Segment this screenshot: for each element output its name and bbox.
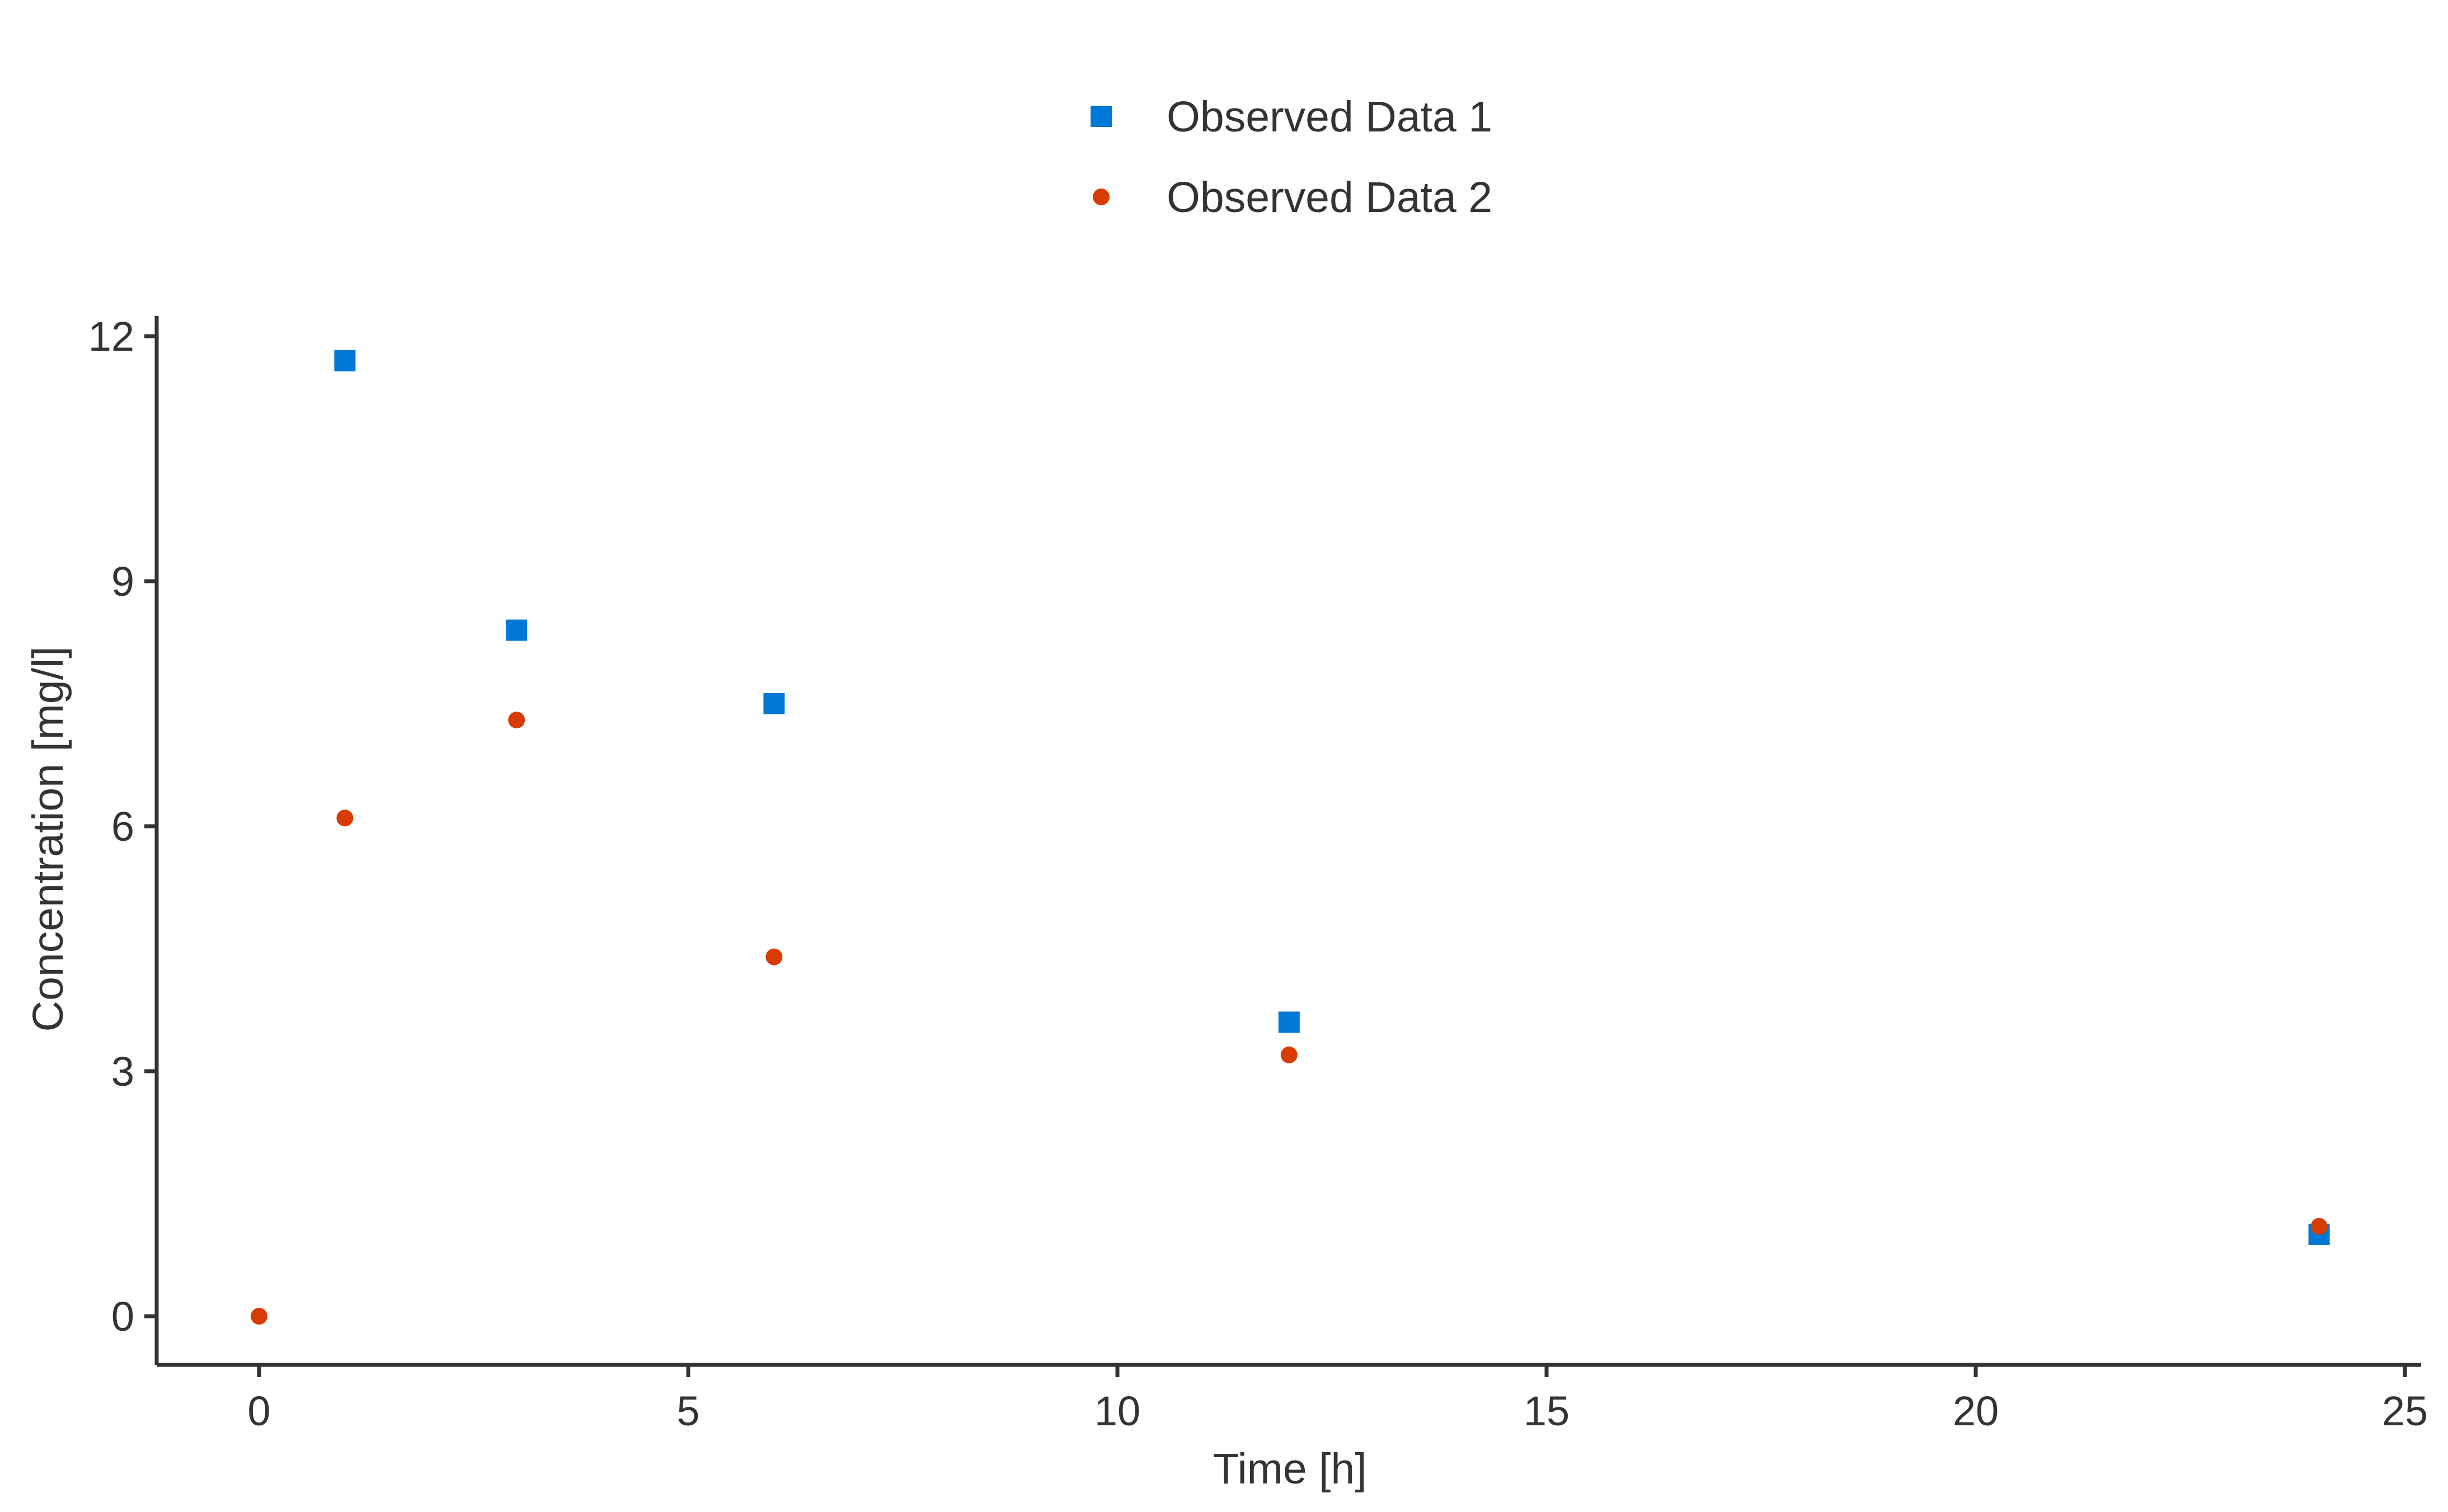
plot-area: 0 3 6 9 12 0 5 10 15 20 25 — [88, 313, 2428, 1434]
data-point — [251, 1308, 267, 1325]
x-axis-title: Time [h] — [1213, 1445, 1366, 1493]
data-point — [765, 948, 783, 965]
data-point — [336, 809, 354, 827]
y-axis-ticks: 0 3 6 9 12 — [88, 313, 157, 1340]
data-point — [506, 619, 528, 641]
y-tick-label: 0 — [111, 1293, 134, 1340]
data-point — [1278, 1011, 1300, 1033]
legend-marker — [1091, 106, 1112, 127]
x-tick-label: 15 — [1524, 1388, 1570, 1434]
y-tick-label: 9 — [111, 558, 134, 605]
legend-item-1: Observed Data 1 — [1091, 93, 1492, 141]
legend-item-2: Observed Data 2 — [1093, 173, 1492, 222]
data-point — [1280, 1046, 1298, 1063]
series-1 — [334, 350, 2330, 1245]
x-tick-label: 20 — [1953, 1388, 1999, 1434]
series-2 — [251, 712, 2328, 1325]
x-tick-label: 10 — [1094, 1388, 1140, 1434]
y-axis-title: Concentration [mg/l] — [24, 646, 72, 1031]
data-point — [2310, 1218, 2328, 1235]
data-point — [763, 693, 785, 714]
x-tick-label: 25 — [2382, 1388, 2428, 1434]
legend-label: Observed Data 1 — [1167, 93, 1492, 141]
x-tick-label: 0 — [247, 1388, 270, 1434]
x-axis-ticks: 0 5 10 15 20 25 — [247, 1365, 2428, 1434]
legend: Observed Data 1 Observed Data 2 — [1091, 93, 1492, 222]
x-tick-label: 5 — [676, 1388, 699, 1434]
y-tick-label: 6 — [111, 803, 134, 850]
legend-label: Observed Data 2 — [1167, 173, 1492, 222]
data-points — [251, 350, 2330, 1325]
data-point — [334, 350, 356, 371]
data-point — [508, 712, 525, 729]
y-tick-label: 12 — [88, 313, 134, 360]
legend-marker — [1093, 189, 1110, 205]
y-tick-label: 3 — [111, 1048, 134, 1095]
